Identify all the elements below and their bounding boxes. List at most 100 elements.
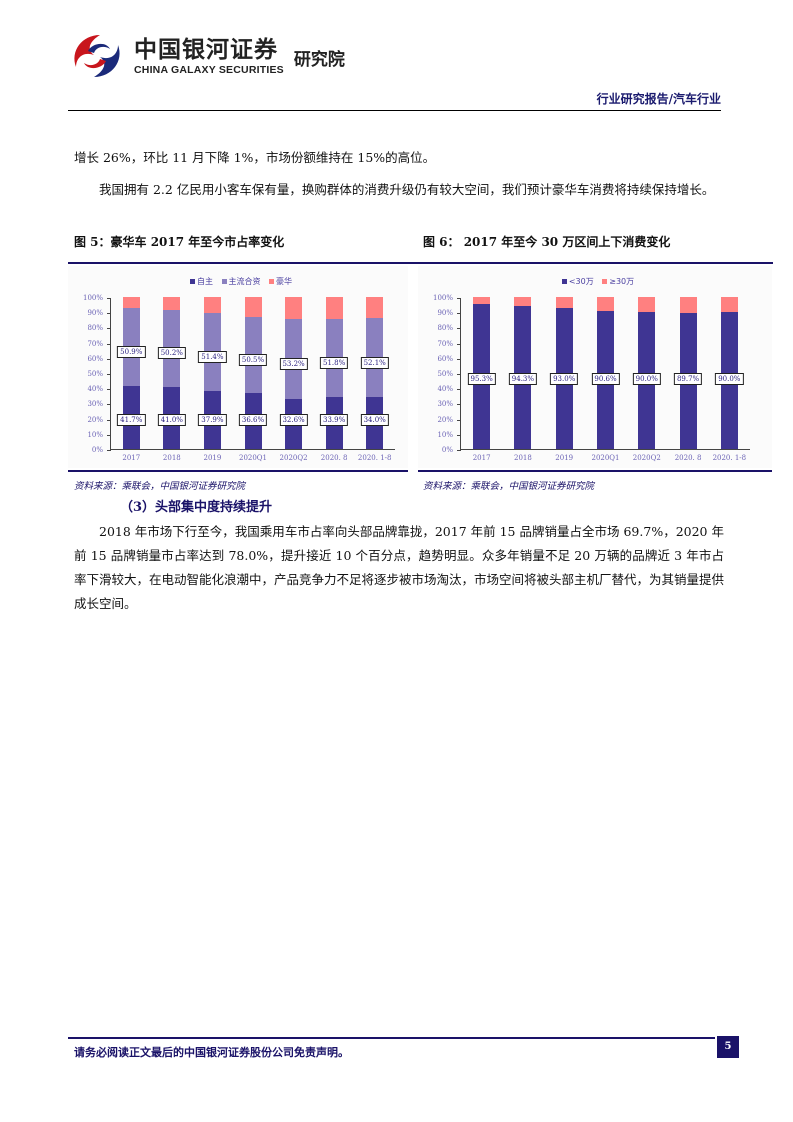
x-axis-label: 2020. 8 — [674, 454, 702, 462]
data-label: 93.0% — [550, 372, 579, 385]
data-label: 41.0% — [157, 413, 186, 426]
data-label: 32.6% — [279, 413, 308, 426]
x-axis-label: 2017 — [472, 454, 491, 462]
bar-segment — [638, 297, 656, 313]
y-tick-label: 30% — [87, 400, 103, 409]
y-tick-mark — [107, 419, 111, 421]
legend-item-luxury: 豪华 — [276, 277, 293, 286]
y-tick-label: 50% — [437, 370, 453, 378]
x-axis-label: 2017 — [122, 454, 141, 462]
x-axis-label: 2020. 8 — [320, 454, 348, 462]
y-tick-label: 40% — [437, 385, 453, 394]
bar-segment — [555, 297, 573, 308]
bar-segment — [285, 297, 303, 319]
y-tick-mark — [107, 450, 111, 451]
data-label: 89.7% — [673, 372, 703, 385]
y-tick-label: 60% — [87, 354, 103, 363]
x-axis-label: 2020. 1-8 — [712, 454, 747, 462]
stacked-bar — [244, 297, 262, 449]
logo-institute: 研究院 — [293, 49, 345, 70]
y-tick-label: 90% — [437, 309, 453, 318]
y-tick-mark — [107, 389, 111, 391]
data-label: 41.7% — [117, 413, 146, 426]
figure-6-source: 资料来源：乘联会，中国银河证券研究院 — [423, 481, 595, 492]
section-heading: （3）头部集中度持续提升 — [120, 500, 273, 515]
figure-6-bottom-divider — [418, 470, 772, 472]
data-label: 50.2% — [157, 347, 186, 360]
y-tick-mark — [457, 374, 461, 375]
x-axis-label: 2020Q2 — [279, 454, 308, 462]
data-label: 51.4% — [198, 351, 227, 364]
y-tick-label: 70% — [87, 339, 103, 348]
y-tick-label: 20% — [437, 415, 453, 424]
y-tick-mark — [107, 404, 111, 406]
y-tick-mark — [457, 419, 461, 421]
data-label: 52.1% — [360, 356, 389, 369]
chart-luxury-share: 自主 主流合资 豪华 0% 10% 20% 30% 40% 50% 60% 70% 80% 90%… — [68, 266, 408, 468]
y-tick-label: 0% — [441, 446, 453, 454]
y-tick-label: 0% — [91, 446, 103, 454]
stacked-bar — [325, 297, 343, 449]
bar-segment — [514, 297, 532, 306]
y-tick-mark — [107, 343, 111, 345]
legend-item-mainstream-jv: 主流合资 — [228, 277, 261, 286]
bar-segment — [203, 297, 221, 314]
stacked-bar — [163, 297, 181, 449]
x-axis-label: 2020Q2 — [632, 454, 661, 462]
paragraph-2: 我国拥有 2.2 亿民用小客车保有量，换购群体的消费升级仍有较大空间，我们预计豪… — [99, 182, 715, 197]
y-tick-mark — [457, 298, 461, 299]
data-label: 50.5% — [238, 353, 268, 366]
y-tick-label: 40% — [87, 385, 103, 394]
bar-segment — [679, 297, 697, 313]
y-tick-mark — [107, 358, 111, 360]
company-logo: 中国银河证券 CHINA GALAXY SECURITIES 研究院 — [68, 26, 368, 86]
data-label: 37.9% — [198, 413, 227, 426]
galaxy-logo-icon — [68, 29, 126, 83]
footer-divider — [68, 1037, 715, 1039]
data-label: 90.0% — [715, 372, 744, 385]
data-label: 90.6% — [591, 372, 620, 385]
x-axis-label: 2018 — [162, 454, 181, 462]
data-label: 36.6% — [238, 413, 268, 426]
y-tick-label: 10% — [87, 430, 103, 439]
y-tick-mark — [457, 404, 461, 406]
x-axis-label: 2020Q1 — [591, 454, 620, 462]
y-tick-label: 60% — [437, 354, 453, 363]
stacked-bar — [203, 297, 221, 449]
y-tick-mark — [457, 328, 461, 330]
bar-segment — [720, 297, 738, 313]
y-tick-mark — [457, 313, 461, 315]
plot-area: 0% 10% 20% 30% 40% 50% 60% 70% 80% 90% 100% 95.3% 20… — [433, 294, 750, 462]
data-label: 33.9% — [320, 413, 349, 426]
figure-5-title: 图 5：豪华车 2017 年至今市占率变化 — [74, 235, 285, 249]
y-tick-label: 50% — [87, 370, 103, 378]
bar-segment — [366, 297, 384, 319]
plot-area: 0% 10% 20% 30% 40% 50% 60% 70% 80% 90% 100% 41.7% 50… — [83, 294, 395, 462]
figure-5-source: 资料来源：乘联会，中国银河证券研究院 — [74, 481, 246, 492]
legend-item-self-owned: 自主 — [196, 277, 213, 286]
y-tick-mark — [457, 434, 461, 436]
data-label: 95.3% — [467, 372, 496, 385]
y-tick-label: 10% — [437, 430, 453, 439]
data-label: 53.2% — [279, 358, 308, 371]
chart-legend: 自主 主流合资 豪华 — [68, 276, 408, 287]
y-tick-mark — [107, 298, 111, 299]
bar-segment — [163, 297, 181, 311]
x-axis-label: 2020. 1-8 — [357, 454, 392, 462]
paragraph-1: 增长 26%，环比 11 月下降 1%，市场份额维持在 15%的高位。 — [74, 150, 436, 165]
report-type: 行业研究报告/汽车行业 — [596, 92, 721, 106]
bar-segment — [325, 297, 343, 319]
y-tick-label: 70% — [437, 339, 453, 348]
y-tick-label: 80% — [437, 324, 453, 333]
y-tick-mark — [457, 389, 461, 391]
logo-chinese-name: 中国银河证券 — [134, 37, 278, 63]
paragraph-3: 2018 年市场下行至今，我国乘用车市占率向头部品牌靠拢，2017 年前 15 … — [74, 524, 725, 611]
y-tick-mark — [457, 450, 461, 451]
y-tick-label: 90% — [87, 309, 103, 318]
figure-5-bottom-divider — [68, 470, 408, 472]
chart-legend: <30万 ≥30万 — [418, 276, 772, 287]
y-tick-label: 80% — [87, 324, 103, 333]
x-axis-label: 2018 — [514, 454, 532, 462]
chart-price-segment: <30万 ≥30万 0% 10% 20% 30% 40% 50% 60% 70% 80% 90% 1… — [418, 266, 772, 468]
data-label: 34.0% — [360, 413, 389, 426]
